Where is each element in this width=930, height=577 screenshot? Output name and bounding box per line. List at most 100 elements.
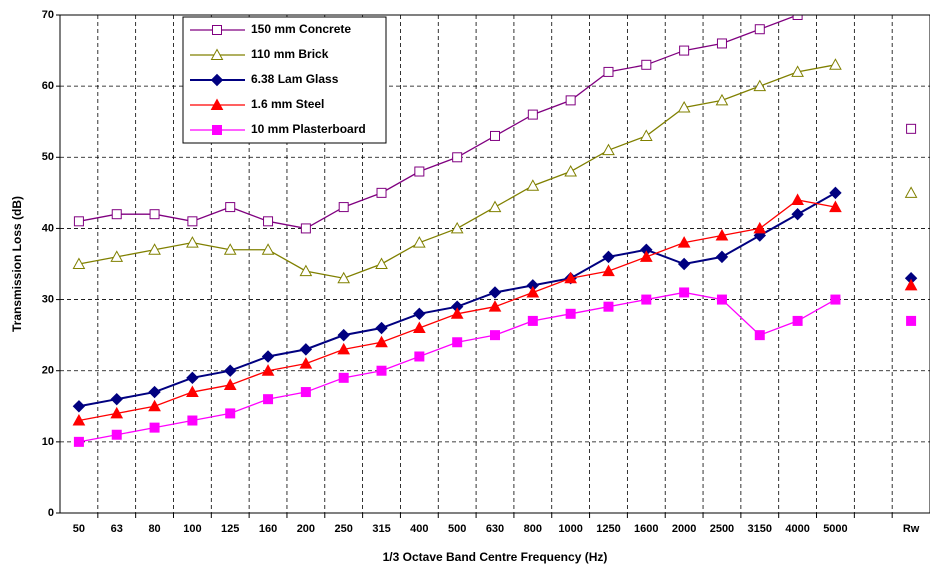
- marker: [414, 166, 425, 177]
- marker: [299, 343, 313, 356]
- x-tick-label: 250: [335, 523, 353, 535]
- marker: [110, 250, 124, 262]
- marker: [210, 48, 224, 60]
- x-tick-label: 200: [297, 523, 315, 535]
- marker: [565, 308, 576, 319]
- marker: [261, 364, 275, 376]
- marker: [110, 392, 123, 406]
- marker: [186, 236, 199, 248]
- marker: [338, 372, 349, 383]
- marker: [187, 415, 198, 426]
- x-tick-label: 160: [259, 523, 277, 535]
- legend-label: 10 mm Plasterboard: [251, 122, 366, 136]
- marker: [375, 335, 388, 348]
- marker: [829, 200, 842, 213]
- marker: [376, 187, 387, 198]
- marker: [450, 221, 464, 234]
- y-tick-label: 40: [42, 222, 54, 234]
- y-tick-label: 60: [42, 80, 54, 92]
- marker: [490, 330, 500, 341]
- x-tick-label: 400: [410, 523, 428, 535]
- marker: [224, 364, 237, 377]
- y-tick-label: 0: [48, 507, 54, 519]
- marker: [754, 330, 765, 341]
- marker: [148, 399, 161, 412]
- marker: [375, 321, 388, 335]
- marker: [641, 294, 652, 305]
- y-tick-label: 70: [42, 9, 54, 21]
- marker: [210, 98, 224, 110]
- marker: [413, 307, 426, 321]
- marker: [715, 250, 729, 264]
- marker: [149, 209, 160, 220]
- marker: [904, 278, 918, 291]
- marker: [212, 25, 222, 35]
- x-tick-label: 80: [148, 523, 160, 535]
- marker: [300, 223, 311, 234]
- marker: [338, 202, 349, 213]
- x-tick-label: 2000: [672, 523, 696, 535]
- x-tick-label: 1600: [634, 523, 658, 535]
- x-tick-label: 3150: [748, 523, 772, 535]
- marker: [488, 200, 502, 213]
- marker: [906, 123, 917, 134]
- marker: [791, 207, 804, 221]
- x-tick-label: 5000: [823, 523, 847, 535]
- marker: [452, 152, 463, 163]
- x-tick-label: 1250: [596, 523, 620, 535]
- marker: [791, 65, 804, 77]
- marker: [490, 130, 500, 141]
- marker: [212, 125, 222, 135]
- marker: [602, 143, 615, 156]
- legend-label: 6.38 Lam Glass: [251, 72, 339, 86]
- marker: [72, 400, 86, 413]
- marker: [450, 307, 464, 319]
- marker: [829, 58, 842, 70]
- marker: [73, 436, 84, 447]
- legend-label: 150 mm Concrete: [251, 22, 351, 36]
- marker: [111, 209, 122, 220]
- marker: [225, 202, 236, 213]
- marker: [716, 38, 727, 49]
- plot-area: [72, 15, 918, 447]
- marker: [906, 315, 917, 326]
- marker: [110, 406, 124, 419]
- marker: [300, 387, 311, 398]
- marker: [263, 394, 274, 405]
- marker: [223, 378, 237, 390]
- marker: [641, 59, 652, 70]
- y-tick-label: 20: [42, 365, 54, 377]
- grid: [60, 14, 930, 514]
- marker: [603, 66, 614, 77]
- marker: [488, 300, 502, 312]
- marker: [187, 216, 198, 227]
- marker: [904, 186, 918, 198]
- marker: [263, 216, 274, 227]
- marker: [716, 294, 727, 305]
- marker: [261, 243, 275, 255]
- x-tick-label: 2500: [710, 523, 734, 535]
- marker: [299, 264, 313, 277]
- marker: [452, 337, 463, 348]
- marker: [148, 385, 161, 399]
- plot-border: [59, 14, 930, 514]
- marker: [413, 321, 426, 334]
- marker: [829, 186, 842, 200]
- marker: [337, 342, 351, 355]
- x-tick-label: 4000: [785, 523, 809, 535]
- marker: [754, 24, 765, 35]
- marker: [413, 236, 426, 248]
- marker: [72, 257, 86, 269]
- marker: [299, 357, 313, 369]
- marker: [376, 365, 387, 376]
- legend: 150 mm Concrete 110 mm Brick 6.38 Lam Glas…: [182, 16, 387, 144]
- marker: [375, 257, 388, 269]
- marker: [526, 285, 540, 298]
- marker: [792, 15, 803, 20]
- marker: [526, 179, 540, 191]
- x-axis-title: 1/3 Octave Band Centre Frequency (Hz): [383, 550, 608, 564]
- marker: [602, 250, 615, 264]
- marker: [337, 271, 351, 284]
